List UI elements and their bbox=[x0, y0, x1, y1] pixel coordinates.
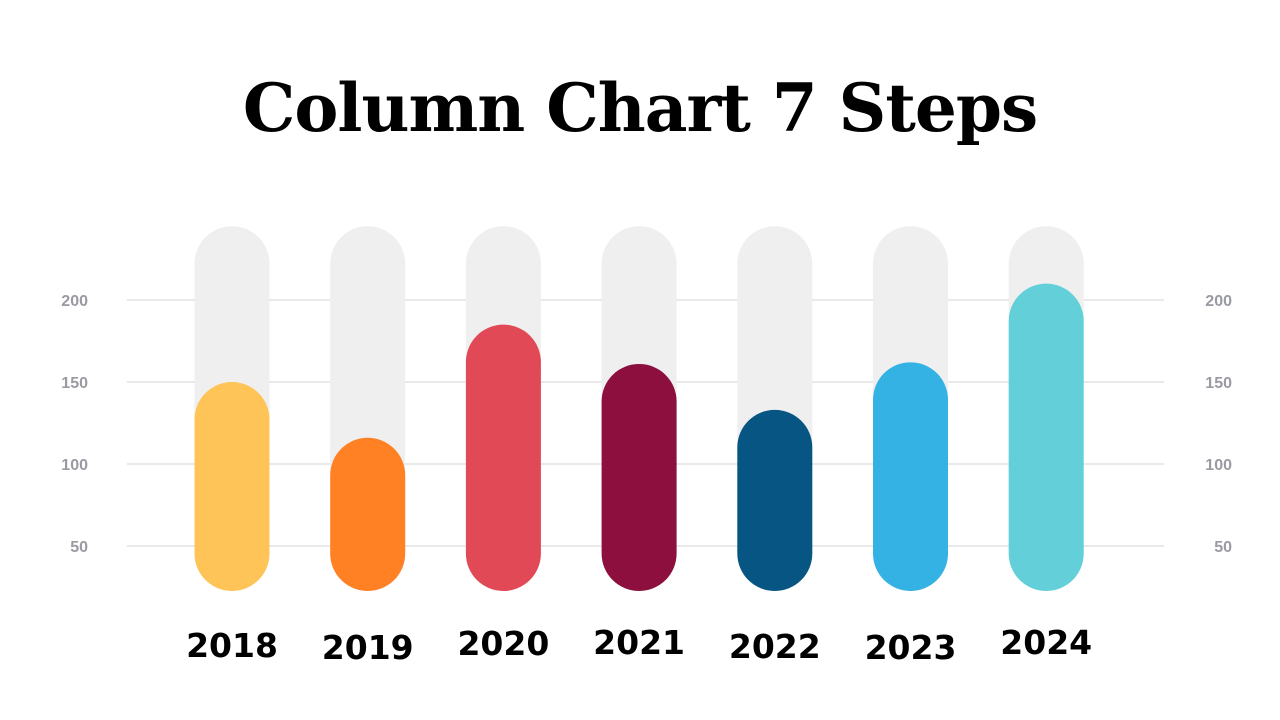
y-tick-right-100: 100 bbox=[1205, 457, 1232, 474]
bar-2024 bbox=[1008, 283, 1084, 591]
y-axis-left-labels: 50 100 150 200 bbox=[61, 293, 88, 556]
y-tick-right-200: 200 bbox=[1205, 293, 1232, 310]
y-axis-right-labels: 50 100 150 200 bbox=[1205, 293, 1232, 556]
x-label-2023: 2023 bbox=[865, 628, 957, 667]
bar-2021 bbox=[601, 363, 677, 591]
x-label-2020: 2020 bbox=[457, 624, 549, 663]
x-label-2024: 2024 bbox=[1000, 623, 1092, 662]
bar-2022 bbox=[737, 409, 813, 591]
y-tick-right-150: 150 bbox=[1205, 375, 1232, 392]
y-tick-left-50: 50 bbox=[70, 539, 88, 556]
x-label-2021: 2021 bbox=[593, 623, 685, 662]
y-tick-left-100: 100 bbox=[61, 457, 88, 474]
y-tick-left-150: 150 bbox=[61, 375, 88, 392]
bar-2023 bbox=[873, 362, 948, 591]
bar-2019 bbox=[330, 437, 406, 591]
bar-2018 bbox=[194, 382, 270, 591]
x-label-2022: 2022 bbox=[729, 627, 821, 666]
y-tick-right-50: 50 bbox=[1214, 539, 1232, 556]
chart-title: Column Chart 7 Steps bbox=[242, 69, 1038, 147]
x-axis-labels: 2018 2019 2020 2021 2022 2023 2024 bbox=[186, 623, 1092, 667]
y-tick-left-200: 200 bbox=[61, 293, 88, 310]
x-label-2019: 2019 bbox=[322, 628, 414, 667]
x-label-2018: 2018 bbox=[186, 626, 278, 665]
bar-2020 bbox=[465, 324, 541, 591]
bars bbox=[194, 283, 1084, 591]
